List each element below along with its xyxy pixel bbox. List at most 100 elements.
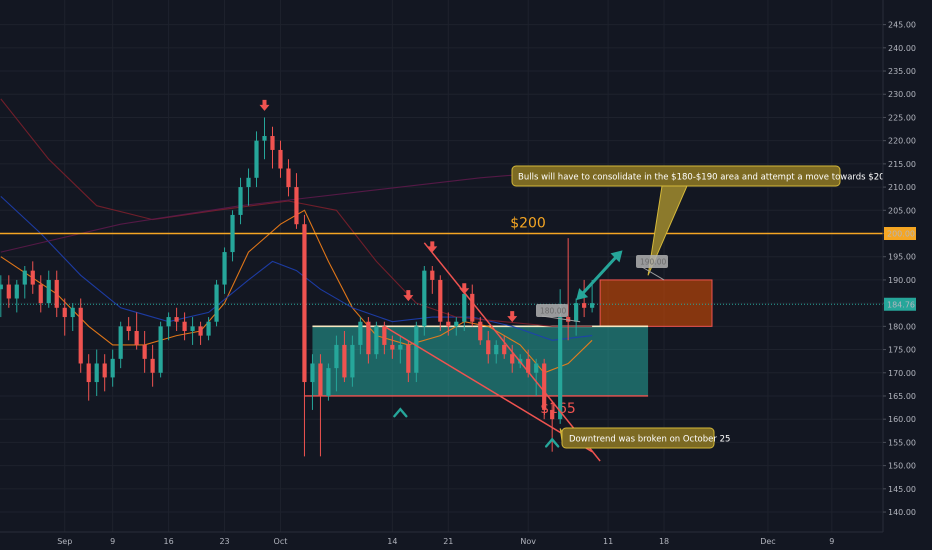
candle-body: [214, 284, 219, 322]
candle-body: [374, 326, 379, 355]
candle-body: [550, 409, 555, 420]
candle-body: [494, 344, 499, 355]
time-axis[interactable]: Sep 9 16 23 Oct 14 21 Nov 11 18 Dec 9: [0, 531, 932, 550]
candle-body: [94, 363, 99, 383]
candle-body: [422, 270, 427, 327]
note-2-text: Downtrend was broken on October 25: [569, 435, 730, 445]
time-tick-label: 21: [443, 537, 453, 546]
candle-body: [366, 321, 371, 355]
price-tick-label: 245.00: [888, 21, 916, 30]
price-tag-pointer: [641, 266, 665, 281]
candle-body: [286, 168, 291, 188]
candle-body: [398, 344, 403, 350]
trendlines: [383, 242, 601, 462]
price-axis[interactable]: 245.00 240.00 235.00 230.00 225.00 220.00 215.…: [882, 0, 932, 550]
candle-body: [118, 326, 123, 359]
candle-body: [438, 279, 443, 322]
candle-body: [142, 344, 147, 359]
candle-body: [526, 358, 531, 373]
candle-body: [294, 187, 299, 225]
candle-body: [198, 326, 203, 336]
candle-body: [470, 293, 475, 322]
candle-body: [134, 330, 139, 345]
candle-body: [46, 279, 51, 304]
candle-body: [22, 270, 27, 285]
candle-body: [110, 358, 115, 378]
move-arrow-up-icon: [610, 250, 623, 263]
candle-body: [310, 363, 315, 383]
move-arrow-shaft: [579, 253, 620, 298]
candle-body: [318, 363, 323, 396]
candle-body: [342, 344, 347, 378]
candle-body: [238, 187, 243, 215]
price-tick-label: 180.00: [888, 322, 916, 331]
downtrend-line: [423, 242, 601, 462]
down-arrow-icon: [403, 290, 414, 302]
candle-body: [246, 177, 251, 188]
price-tick-label: 235.00: [888, 67, 916, 76]
move-arrow-down-icon: [576, 288, 589, 301]
candle-body: [566, 317, 571, 322]
candle-body: [62, 307, 67, 318]
time-tick-label: 14: [387, 537, 397, 546]
price-tick-label: 230.00: [888, 90, 916, 99]
candle-body: [14, 284, 19, 299]
candles: [0, 117, 595, 457]
candle-body: [126, 326, 131, 331]
candle-body: [334, 344, 339, 369]
candle-body: [462, 293, 467, 322]
downtrend-line: [383, 325, 593, 453]
price-tick-label: 215.00: [888, 160, 916, 169]
time-tick-label: 23: [219, 537, 229, 546]
time-tick-label: 16: [164, 537, 174, 546]
time-tick-label: Oct: [274, 537, 288, 546]
current-price-tag: [884, 297, 916, 311]
candle-body: [502, 344, 507, 355]
candle-body: [382, 326, 387, 345]
price-tag-text: 180.00: [540, 307, 566, 316]
time-tick-label: Nov: [520, 537, 536, 546]
price-axis-background: [883, 0, 932, 550]
price-tick-label: 240.00: [888, 44, 916, 53]
time-axis-background: [0, 532, 932, 550]
candle-body: [582, 303, 587, 308]
candle-body: [206, 321, 211, 336]
down-arrow-icon: [259, 99, 270, 111]
candle-body: [326, 368, 331, 396]
candle-body: [478, 321, 483, 341]
price-tick-label: 160.00: [888, 415, 916, 424]
candle-body: [590, 303, 595, 308]
time-tick-label: Dec: [760, 537, 775, 546]
price-tick-label: 150.00: [888, 462, 916, 471]
candle-body: [574, 303, 579, 322]
price-tick-label: 175.00: [888, 346, 916, 355]
candle-body: [558, 317, 563, 420]
candle-body: [6, 284, 11, 299]
price-tick-label: 140.00: [888, 508, 916, 517]
candle-body: [262, 136, 267, 141]
candle-body: [534, 363, 539, 373]
up-chevron-icon: [393, 407, 408, 418]
candle-body: [486, 340, 491, 355]
price-tick-label: 155.00: [888, 438, 916, 447]
candle-body: [30, 270, 35, 285]
price-tick-label: 165.00: [888, 392, 916, 401]
candle-body: [166, 317, 171, 327]
moving-average-line: [0, 98, 593, 327]
moving-average-line: [0, 209, 593, 374]
price-tick-label: 170.00: [888, 369, 916, 378]
candle-body: [86, 363, 91, 383]
candle-body: [406, 344, 411, 373]
price-tick-label: 220.00: [888, 137, 916, 146]
time-tick-label: 11: [603, 537, 613, 546]
candle-body: [510, 354, 515, 364]
candle-body: [350, 344, 355, 378]
candle-body: [70, 307, 75, 318]
price-tick-label: 190.00: [888, 276, 916, 285]
time-tick-label: Sep: [57, 537, 72, 546]
time-tick-label: 9: [110, 537, 115, 546]
candle-body: [182, 321, 187, 331]
candle-body: [390, 344, 395, 350]
